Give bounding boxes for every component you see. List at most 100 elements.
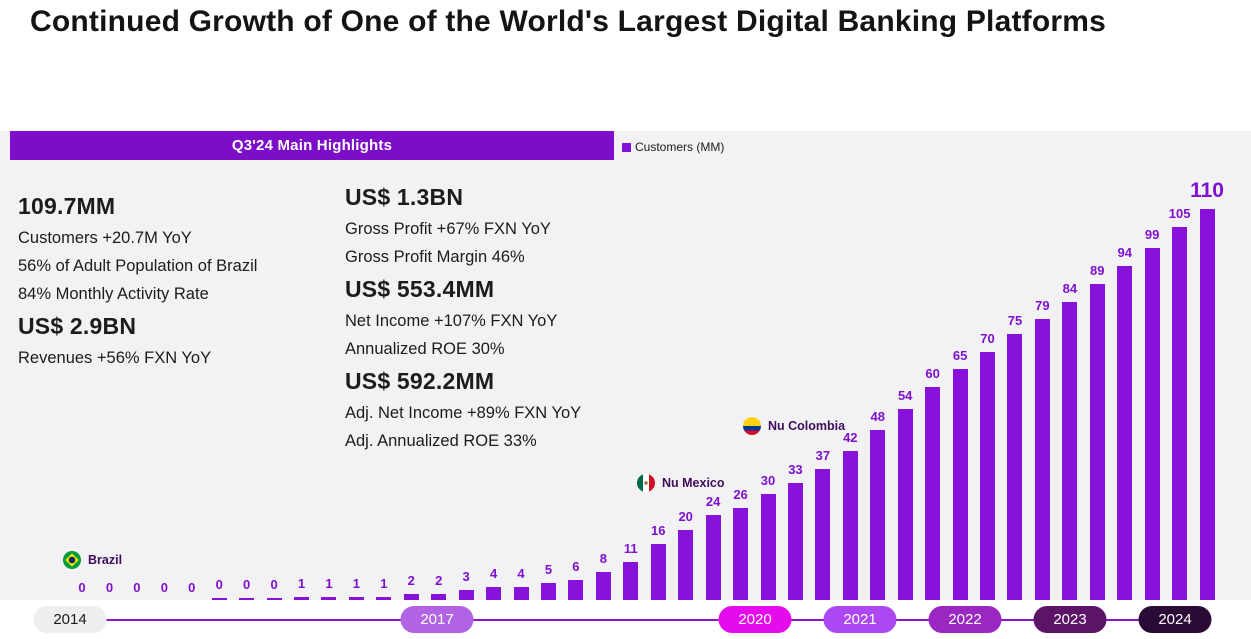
year-pill-2022: 2022 (928, 606, 1002, 633)
year-pill-2014: 2014 (33, 606, 107, 633)
bar (431, 594, 447, 601)
stat-adj-net-income-yoy: Adj. Net Income +89% FXN YoY (345, 404, 582, 422)
bar-value-label: 5 (544, 562, 553, 577)
bar-value-label: 0 (215, 577, 223, 592)
bar-value-label: 110 (1190, 179, 1224, 202)
bar (266, 598, 282, 601)
highlights-banner-label: Q3'24 Main Highlights (231, 137, 393, 154)
bar-value-label: 16 (651, 523, 666, 538)
stat-gross-profit-value: US$ 1.3BN (345, 184, 464, 210)
stats-block-middle: US$ 1.3BN Gross Profit +67% FXN YoY Gros… (345, 184, 581, 460)
bar (1007, 334, 1023, 601)
bar-value-label: 65 (952, 348, 968, 363)
bar (486, 587, 502, 601)
legend-label: Customers (MM) (635, 140, 725, 154)
x-axis-years: 2014 2017 2020 2021 2022 2023 2024 (0, 600, 1251, 639)
bar-value-label: 94 (1117, 245, 1132, 260)
annotation-label: Nu Colombia (768, 419, 846, 433)
bar (1144, 248, 1160, 601)
annotation-label: Brazil (88, 553, 123, 567)
bar (815, 469, 831, 601)
bar-value-label: 8 (599, 551, 607, 566)
bar-value-label: 4 (517, 566, 525, 581)
mexico-flag-icon (637, 474, 655, 492)
bar-value-label: 30 (760, 473, 776, 488)
year-pill-2021: 2021 (823, 606, 897, 633)
stat-net-income-value: US$ 553.4MM (345, 276, 495, 302)
bar-value-label: 24 (705, 494, 721, 509)
bar (403, 594, 419, 601)
bar-value-label: 2 (435, 573, 443, 588)
legend-swatch-icon (622, 142, 631, 152)
annotation-label: Nu Mexico (662, 476, 725, 490)
chart-legend: Customers (MM) (622, 140, 724, 154)
bar-value-label: 48 (870, 409, 885, 424)
bar (376, 597, 392, 601)
year-pill-2024: 2024 (1138, 606, 1212, 633)
year-pill-2017: 2017 (400, 606, 474, 633)
bar-value-label: 37 (815, 448, 831, 463)
stat-adj-annualized-roe: Adj. Annualized ROE 33% (345, 432, 537, 450)
bar-value-label: 0 (160, 580, 168, 595)
axis-line (65, 619, 1177, 621)
annotation-brazil: Brazil (63, 551, 122, 569)
bar-value-label: 1 (325, 576, 333, 591)
bar-value-label: 1 (352, 576, 361, 591)
highlights-banner: Q3'24 Main Highlights (10, 131, 614, 160)
stat-customers-yoy: Customers +20.7M YoY (18, 229, 192, 247)
bar (1172, 227, 1188, 601)
bar (239, 598, 255, 601)
bar (897, 409, 913, 601)
bar-value-label: 1 (380, 576, 388, 591)
bar-value-label: 26 (733, 487, 748, 502)
bar-value-label: 20 (678, 509, 693, 524)
stats-block-left: 109.7MM Customers +20.7M YoY 56% of Adul… (18, 193, 257, 377)
highlights-panel: Q3'24 Main Highlights Customers (MM) 109… (0, 131, 1251, 601)
bar-value-label: 89 (1090, 263, 1105, 278)
bar (1034, 319, 1050, 601)
bar-value-label: 6 (572, 559, 580, 574)
bar-value-label: 33 (788, 462, 803, 477)
bar-value-label: 84 (1062, 281, 1078, 296)
bar-value-label: 0 (105, 580, 114, 595)
bar (760, 494, 776, 601)
stat-revenue-yoy: Revenues +56% FXN YoY (18, 349, 212, 367)
bar (925, 387, 941, 601)
bar-value-label: 0 (133, 580, 141, 595)
bar (650, 544, 666, 601)
bar-value-label: 99 (1144, 227, 1160, 242)
bar-value-label: 79 (1035, 298, 1050, 313)
bar-value-label: 0 (78, 580, 86, 595)
annotation-mexico: Nu Mexico (637, 474, 725, 492)
brazil-flag-icon (63, 551, 81, 569)
year-pill-2020: 2020 (718, 606, 792, 633)
bar-value-label: 70 (980, 331, 995, 346)
bar (980, 352, 996, 601)
bar (1062, 302, 1078, 601)
stat-activity-rate: 84% Monthly Activity Rate (18, 285, 209, 303)
bar (870, 430, 886, 601)
stat-gross-profit-margin: Gross Profit Margin 46% (345, 248, 525, 266)
bar-value-label: 60 (925, 366, 940, 381)
bar (842, 451, 858, 601)
bar-value-label: 0 (188, 580, 196, 595)
stat-annualized-roe: Annualized ROE 30% (345, 340, 505, 358)
bar (513, 587, 529, 601)
stat-gross-profit-yoy: Gross Profit +67% FXN YoY (345, 220, 551, 238)
bar (321, 597, 337, 601)
bar (348, 597, 364, 601)
bar-value-label: 0 (270, 577, 278, 592)
customers-bar-chart: 0 0 0 0 0 0 0 0 1 1 1 1 2 2 3 4 4 5 6 8 11 16 20 24 26 30 33 37 42 48… (0, 131, 1251, 601)
year-pill-2023: 2023 (1033, 606, 1107, 633)
bar-value-label: 0 (243, 577, 251, 592)
bar-value-label: 75 (1007, 313, 1023, 328)
stat-adult-population: 56% of Adult Population of Brazil (18, 257, 258, 275)
bar-value-label: 11 (623, 541, 638, 556)
bar-value-label: 42 (843, 430, 858, 445)
bar-value-label: 105 (1168, 206, 1191, 221)
bar (294, 597, 310, 601)
page-title: Continued Growth of One of the World's L… (30, 5, 1107, 38)
stat-adj-net-income-value: US$ 592.2MM (345, 368, 495, 394)
stat-customers-value: 109.7MM (18, 193, 116, 219)
